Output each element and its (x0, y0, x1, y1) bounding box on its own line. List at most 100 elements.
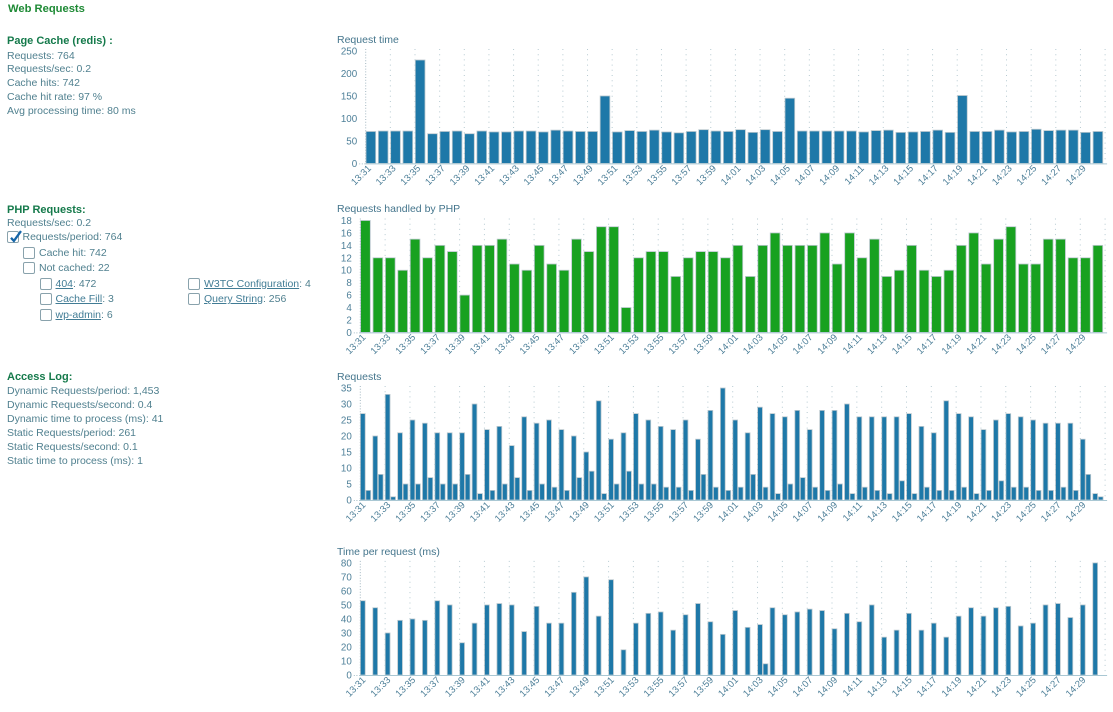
bar (870, 130, 882, 164)
filter-label-wp-admin: wp-admin: 6 (55, 308, 113, 321)
bar (588, 470, 595, 501)
access-log-line: Dynamic Requests/second: 0.4 (7, 398, 153, 411)
checkbox-not-cached[interactable] (23, 262, 35, 274)
bar (613, 483, 620, 501)
bar (998, 480, 1005, 501)
y-tick-label: 2 (346, 315, 351, 326)
bar (1017, 625, 1024, 675)
bar (377, 474, 384, 501)
bar (496, 602, 503, 675)
bar (782, 613, 788, 675)
bar (1042, 604, 1049, 675)
bar (649, 129, 660, 164)
checkbox-wp-admin[interactable] (39, 308, 52, 321)
bar (920, 131, 931, 164)
bar (645, 250, 657, 333)
bar (869, 238, 880, 333)
x-tick-label: 13:49 (571, 163, 596, 188)
filter-link-query-string[interactable]: Query String (204, 293, 263, 305)
checkbox-404[interactable] (39, 277, 52, 290)
x-tick-label: 13:33 (374, 163, 399, 188)
checkbox-query-string[interactable] (188, 293, 200, 305)
bar (484, 604, 490, 675)
checkbox-w3tc-configuration[interactable] (188, 277, 200, 290)
bar (719, 387, 726, 501)
bar (624, 130, 635, 164)
bar (409, 618, 416, 675)
bar (521, 416, 527, 501)
bar (385, 256, 396, 333)
bar (525, 130, 537, 164)
filter-link-w3tc-configuration[interactable]: W3TC Configuration (204, 277, 300, 290)
bar (546, 622, 552, 675)
bar (1006, 131, 1017, 164)
bar (1042, 238, 1054, 333)
bar (682, 256, 694, 333)
checkbox-cache-hit[interactable] (23, 246, 35, 259)
page-cache-line: Requests/sec: 0.2 (7, 63, 92, 76)
bar (973, 493, 980, 501)
bar (686, 131, 697, 164)
bar (1005, 413, 1012, 501)
x-tick-label: 13:33 (369, 500, 394, 525)
bar (521, 630, 527, 675)
bar (1005, 225, 1017, 333)
bar (583, 451, 590, 501)
bar (955, 413, 962, 501)
bar (698, 129, 709, 164)
filter-link-404[interactable]: 404 (55, 277, 74, 290)
bar (719, 633, 726, 675)
bar (477, 493, 483, 501)
bar (575, 131, 586, 164)
x-tick-label: 13:57 (670, 163, 695, 188)
access-log-line: Dynamic time to process (ms): 41 (7, 412, 164, 425)
checkbox-cache-fill[interactable] (39, 293, 52, 305)
bar (661, 131, 672, 164)
bar (906, 244, 917, 333)
y-tick-label: 12 (341, 253, 352, 264)
x-tick-label: 13:47 (546, 163, 571, 188)
checkbox-requests-period[interactable] (6, 229, 22, 243)
bar (856, 256, 868, 333)
bar (434, 244, 446, 333)
bar (496, 238, 508, 333)
bar (1018, 131, 1030, 164)
bar (620, 432, 627, 501)
bar (918, 269, 930, 333)
bar (710, 130, 722, 164)
x-tick-label: 13:57 (667, 332, 692, 357)
bar (1085, 474, 1092, 501)
filter-link-cache-fill[interactable]: Cache Fill (55, 293, 103, 305)
bar (596, 225, 607, 333)
bar (658, 250, 669, 333)
x-tick-label: 14:15 (890, 674, 915, 699)
x-tick-label: 14:19 (941, 163, 966, 188)
x-tick-label: 13:41 (468, 500, 493, 525)
bar (1092, 561, 1098, 675)
bar (893, 629, 900, 675)
bar (587, 131, 598, 164)
bar (638, 483, 645, 501)
bar (595, 400, 602, 501)
y-tick-label: 80 (341, 558, 352, 569)
x-tick-label: 14:05 (766, 500, 791, 525)
x-tick-label: 14:21 (965, 163, 990, 188)
bar (673, 132, 685, 164)
x-tick-label: 13:43 (497, 163, 522, 188)
filter-link-wp-admin[interactable]: wp-admin (55, 308, 102, 321)
bar (906, 612, 912, 675)
bar (663, 486, 670, 501)
x-tick-label: 14:23 (989, 674, 1014, 699)
bar (372, 606, 379, 675)
bar (993, 606, 999, 675)
bar (546, 263, 557, 333)
bar (856, 620, 863, 675)
bar (546, 419, 552, 501)
x-tick-label: 14:07 (791, 500, 816, 525)
bar (384, 393, 391, 501)
bar (837, 483, 843, 501)
y-tick-label: 200 (341, 69, 358, 80)
x-tick-label: 13:45 (518, 500, 543, 525)
bar (732, 419, 738, 501)
